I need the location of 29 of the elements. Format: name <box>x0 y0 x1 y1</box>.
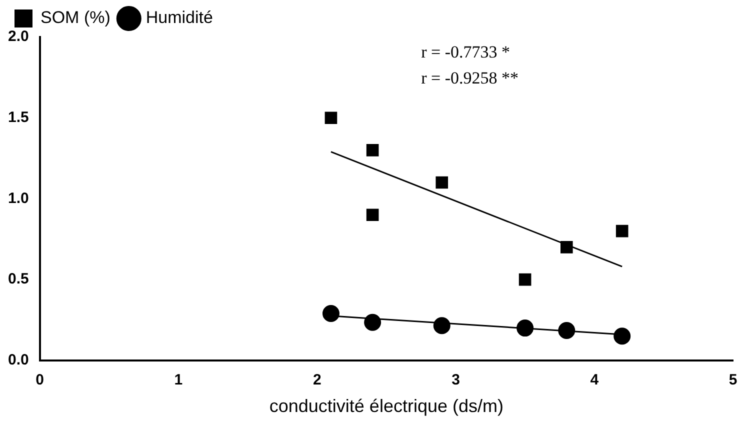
point <box>433 317 450 334</box>
x-tick-label: 2 <box>312 372 322 389</box>
point <box>558 322 576 339</box>
annotation: r = -0.9258 ** <box>421 68 519 88</box>
x-axis-title: conductivité électrique (ds/m) <box>269 396 504 416</box>
x-tick-label: 0 <box>36 372 44 389</box>
annotation: r = -0.7733 * <box>421 42 510 62</box>
legend-label: Humidité <box>146 8 213 28</box>
legend-label: SOM (%) <box>40 8 110 28</box>
y-tick-label: 1.0 <box>8 190 29 207</box>
x-tick-label: 1 <box>174 372 183 389</box>
point <box>436 176 448 189</box>
point <box>560 241 573 254</box>
y-tick-label: 0.0 <box>8 352 29 369</box>
y-tick-label: 0.5 <box>8 270 29 288</box>
y-tick-label: 1.5 <box>8 108 29 126</box>
point <box>324 112 338 124</box>
point <box>366 208 379 222</box>
point <box>516 320 534 337</box>
point <box>614 328 631 345</box>
point <box>518 273 532 286</box>
x-tick-label: 5 <box>728 372 738 389</box>
y-tick-label: 2.0 <box>8 28 29 46</box>
x-tick-label: 3 <box>452 372 460 389</box>
point <box>364 314 382 331</box>
x-tick-label: 4 <box>590 372 600 389</box>
point <box>366 144 379 156</box>
point <box>616 224 628 238</box>
point <box>322 305 340 322</box>
